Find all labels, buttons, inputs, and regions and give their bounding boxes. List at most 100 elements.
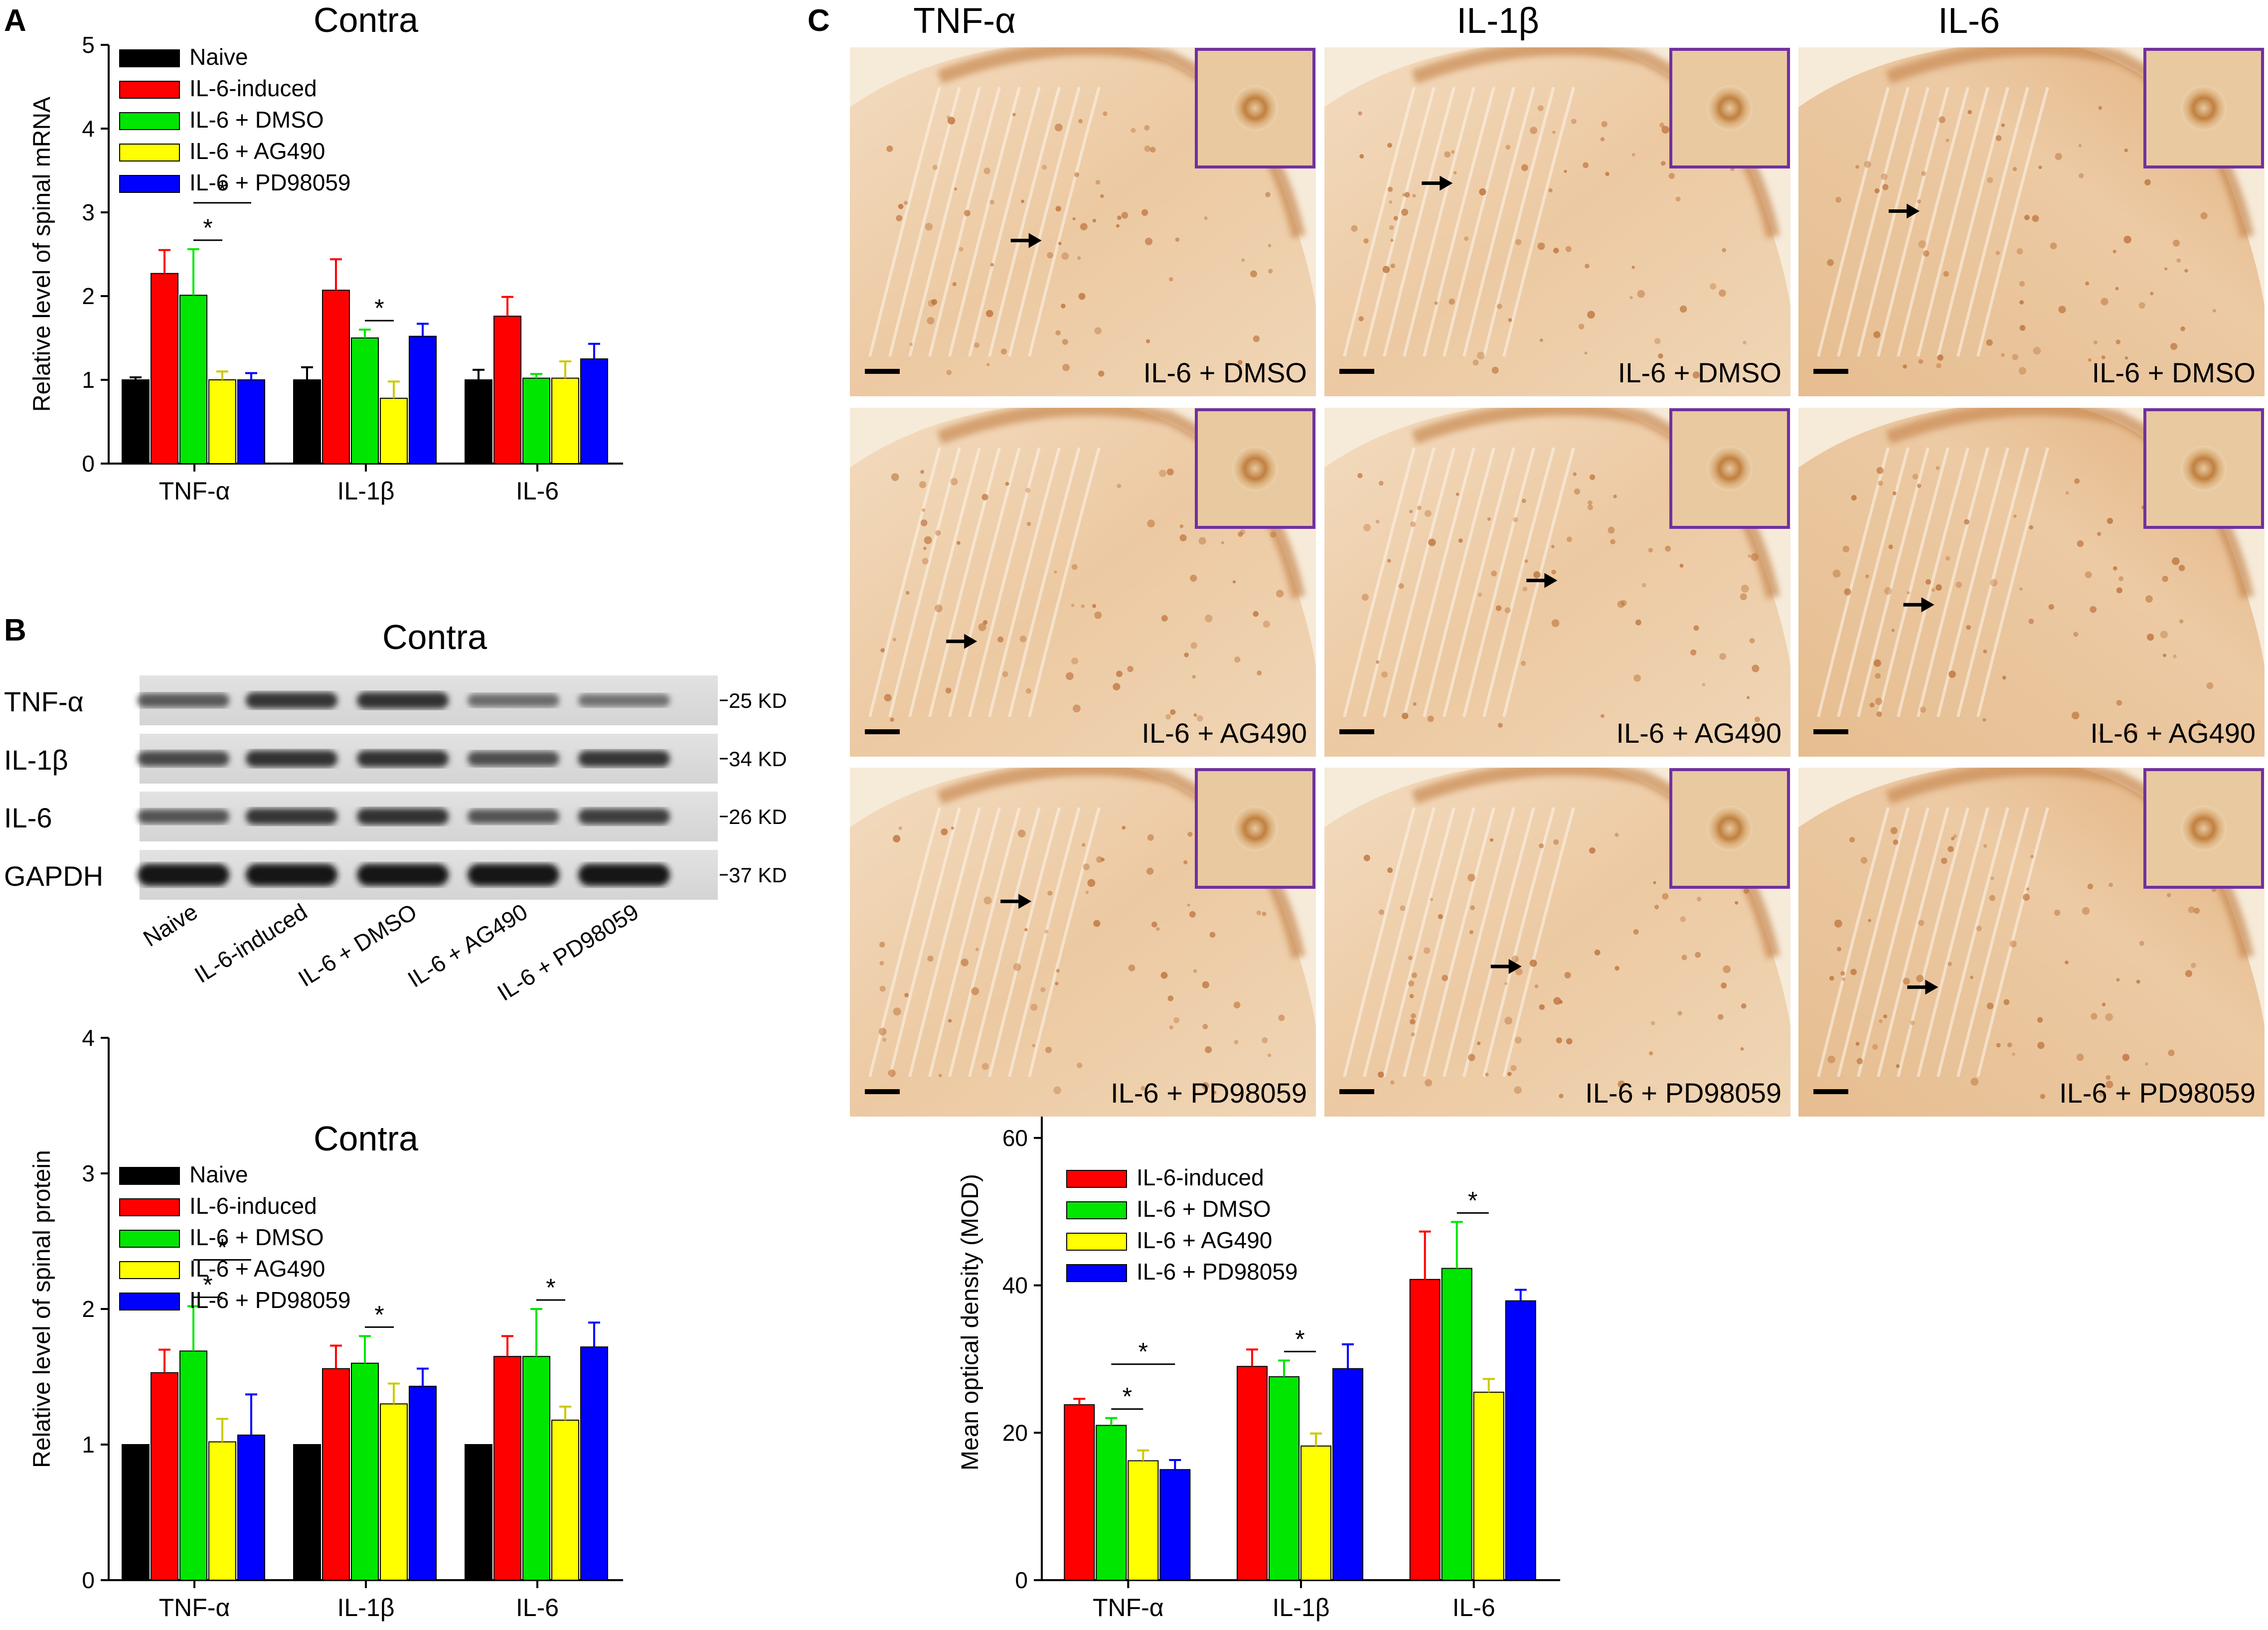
- stained-cell: [2002, 675, 2006, 680]
- fibre-tract: [1343, 87, 1416, 357]
- stained-cell: [879, 961, 884, 966]
- stained-cell: [1851, 495, 1857, 501]
- stained-cell: [924, 536, 932, 544]
- fibre-tract: [1502, 807, 1575, 1077]
- stained-cell: [1690, 649, 1697, 656]
- stained-cell: [1718, 1014, 1724, 1020]
- blot-kd-label: 37 KD: [729, 863, 787, 887]
- stained-cell: [2108, 882, 2113, 887]
- fibre-tract: [968, 807, 1041, 1077]
- fibre-tract: [1383, 807, 1456, 1077]
- bar: [179, 295, 207, 464]
- fibre-tract: [988, 447, 1061, 717]
- stained-cell: [1013, 963, 1021, 971]
- y-tick-label: 1: [82, 367, 95, 393]
- western-blot: Contra TNF-α 25 KD IL-1β 34 KD IL-6 26 KD GAPD…: [4, 618, 787, 1006]
- stained-cell: [1359, 154, 1364, 159]
- stained-cell: [1061, 252, 1069, 260]
- stained-cell: [1872, 1044, 1878, 1050]
- significance-star: *: [374, 1301, 384, 1328]
- stained-cell: [898, 826, 902, 830]
- stained-cell: [927, 317, 935, 325]
- stained-cell: [2115, 339, 2121, 344]
- fibre-tract: [968, 447, 1041, 717]
- legend-entry: IL-6-induced: [1136, 1164, 1264, 1190]
- inset-cell: [1232, 446, 1278, 491]
- fibre-tract: [1837, 807, 1910, 1077]
- stained-cell: [879, 985, 886, 992]
- stained-cell: [1876, 467, 1884, 474]
- stained-cell: [1601, 121, 1608, 128]
- bar: [380, 397, 408, 465]
- stained-cell: [2032, 215, 2039, 222]
- stained-cell: [1047, 252, 1054, 259]
- bar: [522, 377, 550, 465]
- stained-cell: [1661, 126, 1669, 134]
- fibre-tract: [1462, 87, 1535, 357]
- stained-cell: [2176, 258, 2181, 263]
- stained-cell: [1077, 1062, 1083, 1068]
- bar: [1505, 1300, 1536, 1581]
- stained-cell: [1511, 955, 1519, 963]
- stained-cell: [886, 145, 893, 152]
- stained-cell: [1030, 1003, 1038, 1011]
- stained-cell: [1613, 494, 1617, 498]
- stained-cell: [1100, 194, 1104, 198]
- stained-cell: [880, 648, 885, 652]
- stained-cell: [1513, 517, 1518, 522]
- fibre-tract: [1443, 87, 1515, 357]
- stained-cell: [2038, 165, 2042, 169]
- stained-cell: [1881, 173, 1888, 180]
- stained-cell: [922, 508, 926, 512]
- legend-swatch: [119, 1230, 180, 1248]
- stained-cell: [2065, 961, 2069, 965]
- stained-cell: [990, 263, 994, 267]
- stained-cell: [2172, 557, 2180, 565]
- stained-cell: [1357, 473, 1363, 479]
- stained-cell: [2163, 653, 2166, 657]
- micro-image: IL-6 + DMSO: [1324, 47, 1790, 396]
- micro-treatment-label: IL-6 + DMSO: [2092, 357, 2256, 388]
- stained-cell: [1995, 251, 2000, 255]
- stained-cell: [2116, 700, 2122, 706]
- stained-cell: [1147, 834, 1154, 841]
- blot-lane-label: IL-6-induced: [190, 898, 312, 988]
- stained-cell: [1438, 914, 1443, 919]
- stained-cell: [1417, 505, 1422, 510]
- stained-cell: [2037, 1042, 2045, 1049]
- stained-cell: [1740, 1047, 1744, 1051]
- stained-cell: [1679, 564, 1684, 568]
- stained-cell: [1428, 538, 1436, 546]
- stained-cell: [1496, 304, 1502, 309]
- stained-cell: [1140, 1086, 1145, 1091]
- stained-cell: [1409, 994, 1414, 998]
- stained-cell: [1514, 1036, 1522, 1044]
- x-tick-label: TNF-α: [159, 477, 230, 505]
- stained-cell: [1829, 976, 1834, 981]
- significance-star: *: [1468, 1186, 1477, 1214]
- stained-cell: [2012, 353, 2018, 360]
- stained-cell: [1165, 714, 1171, 720]
- stained-cell: [1504, 607, 1511, 614]
- stained-cell: [1253, 335, 1260, 342]
- micro-image: IL-6 + DMSO: [850, 47, 1316, 396]
- stained-cell: [1167, 995, 1174, 1001]
- stained-cell: [2003, 999, 2010, 1005]
- bar: [1409, 1279, 1441, 1581]
- stained-cell: [1600, 714, 1605, 718]
- stained-cell: [1552, 131, 1556, 134]
- stained-cell: [2185, 970, 2193, 978]
- stained-cell: [1702, 683, 1706, 687]
- legend-entry: IL-6 + AG490: [1136, 1227, 1272, 1253]
- stained-cell: [1917, 484, 1922, 488]
- stained-cell: [1192, 675, 1196, 679]
- stained-cell: [1412, 194, 1416, 198]
- x-tick-label: IL-1β: [1273, 1594, 1330, 1622]
- stained-cell: [1677, 1011, 1682, 1016]
- stained-cell: [2040, 1094, 2046, 1099]
- stained-cell: [1401, 208, 1409, 216]
- significance-star: *: [217, 1234, 227, 1262]
- stained-cell: [1680, 916, 1686, 922]
- fibre-tract: [888, 807, 961, 1077]
- stained-cell: [1936, 584, 1942, 591]
